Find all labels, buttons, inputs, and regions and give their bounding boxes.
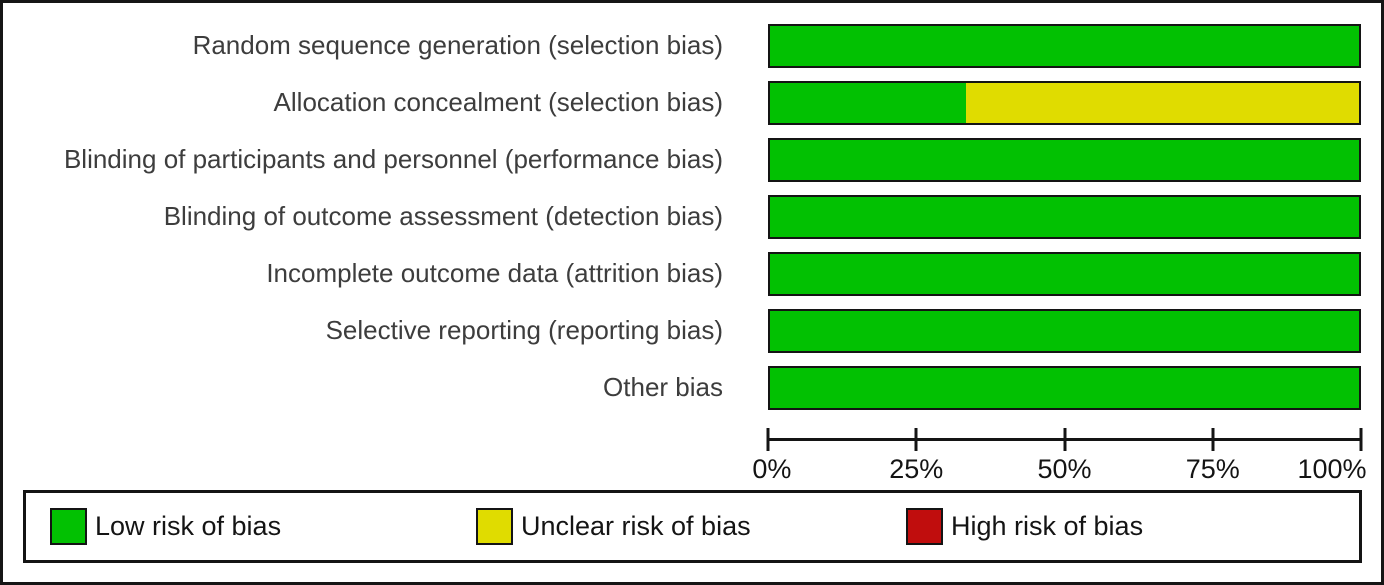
bar-segment (770, 82, 967, 123)
axis-tick (914, 428, 918, 451)
category-label: Selective reporting (reporting bias) (325, 315, 723, 345)
chart-row: Random sequence generation (selection bi… (3, 17, 1381, 74)
bar-segment (770, 139, 1359, 180)
bar-segment (770, 367, 1359, 408)
bars-area: Random sequence generation (selection bi… (3, 17, 1381, 416)
axis-tick (1211, 428, 1215, 451)
stacked-bar (768, 137, 1361, 182)
bar-segment (770, 25, 1359, 66)
legend-color-swatch (50, 508, 87, 545)
chart-row: Incomplete outcome data (attrition bias) (3, 245, 1381, 302)
legend-label: High risk of bias (951, 511, 1144, 541)
chart-row: Other bias (3, 359, 1381, 416)
legend-item: High risk of bias (906, 493, 1143, 560)
axis-tick (1359, 428, 1363, 451)
bar-segment (770, 196, 1359, 237)
category-label: Allocation concealment (selection bias) (273, 87, 723, 117)
legend-color-swatch (476, 508, 513, 545)
stacked-bar (768, 194, 1361, 239)
axis-tick (766, 428, 770, 451)
bar-segment (770, 253, 1359, 294)
axis-tick-label: 50% (1037, 454, 1092, 484)
category-label: Blinding of participants and personnel (… (63, 144, 723, 174)
axis-tick-label: 100% (1297, 454, 1367, 484)
stacked-bar (768, 23, 1361, 68)
chart-row: Selective reporting (reporting bias) (3, 302, 1381, 359)
bar-segment (770, 310, 1359, 351)
category-label: Random sequence generation (selection bi… (192, 30, 723, 60)
axis-tick (1063, 428, 1066, 451)
category-label: Incomplete outcome data (attrition bias) (266, 258, 723, 288)
legend-label: Unclear risk of bias (521, 511, 751, 541)
chart-row: Blinding of outcome assessment (detectio… (3, 188, 1381, 245)
legend-item: Unclear risk of bias (476, 493, 751, 560)
x-axis: 0% 25% 50% 75% 100% (752, 428, 1367, 490)
stacked-bar (768, 365, 1361, 410)
bar-segment (966, 82, 1359, 123)
chart-row: Blinding of participants and personnel (… (3, 131, 1381, 188)
legend-label: Low risk of bias (95, 511, 282, 541)
legend: Low risk of bias Unclear risk of bias High… (23, 490, 1362, 563)
axis-tick-label: 0% (752, 454, 792, 484)
legend-item: Low risk of bias (50, 493, 281, 560)
chart-row: Allocation concealment (selection bias) (3, 74, 1381, 131)
axis-tick-label: 75% (1185, 454, 1240, 484)
stacked-bar (768, 308, 1361, 353)
category-label: Other bias (603, 372, 723, 402)
stacked-bar (768, 80, 1361, 125)
legend-color-swatch (906, 508, 943, 545)
stacked-bar (768, 251, 1361, 296)
axis-tick-label: 25% (889, 454, 944, 484)
category-label: Blinding of outcome assessment (detectio… (163, 201, 723, 231)
